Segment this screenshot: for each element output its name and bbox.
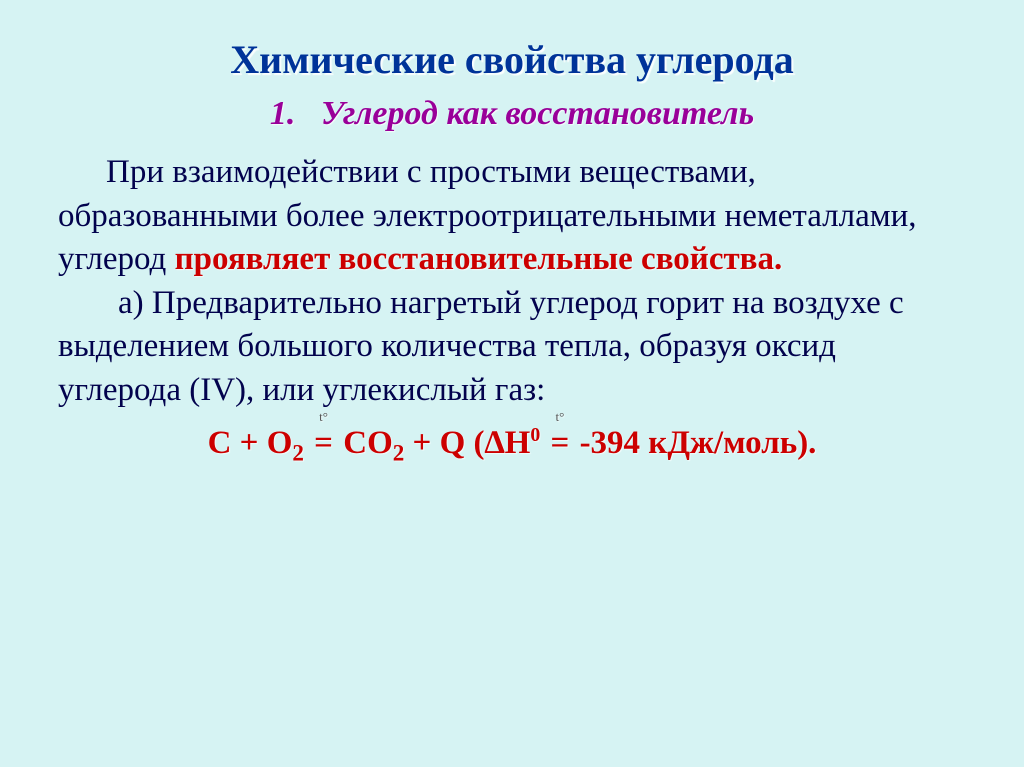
eq-mid (304, 425, 312, 461)
eq-co2-sub: 2 (393, 440, 405, 466)
eq-after1: CO (335, 425, 393, 461)
paragraph-2: а) Предварительно нагретый углерод горит… (58, 282, 966, 413)
equals-2: = (551, 425, 570, 461)
para1-emphasis: проявляет восстановительные свойства. (175, 241, 783, 277)
slide-title: Химические свойства углерода (52, 36, 972, 83)
eq-h-sup: 0 (530, 424, 540, 446)
t-degree-1: t° (319, 408, 328, 425)
body-text: При взаимодействии с простыми веществами… (52, 151, 972, 468)
eq-sign-1: t°= (312, 422, 335, 466)
eq-prefix: C + O (208, 425, 293, 461)
slide-subtitle: 1. Углерод как восстановитель (52, 95, 972, 133)
equals-1: = (314, 425, 333, 461)
t-degree-2: t° (556, 408, 565, 425)
paragraph-1: При взаимодействии с простыми веществами… (58, 151, 966, 282)
eq-sign-2: t°= (549, 422, 572, 466)
eq-o2-sub: 2 (292, 440, 304, 466)
subtitle-text: Углерод как восстановитель (321, 95, 754, 132)
eq-plusq: + Q (∆H (404, 425, 530, 461)
slide: Химические свойства углерода 1. Углерод … (0, 0, 1024, 767)
eq-tail: -394 кДж/моль). (571, 425, 816, 461)
equation: C + O2 t°= CO2 + Q (∆H0 t°= -394 кДж/мол… (58, 422, 966, 468)
subtitle-number: 1. (270, 95, 296, 132)
